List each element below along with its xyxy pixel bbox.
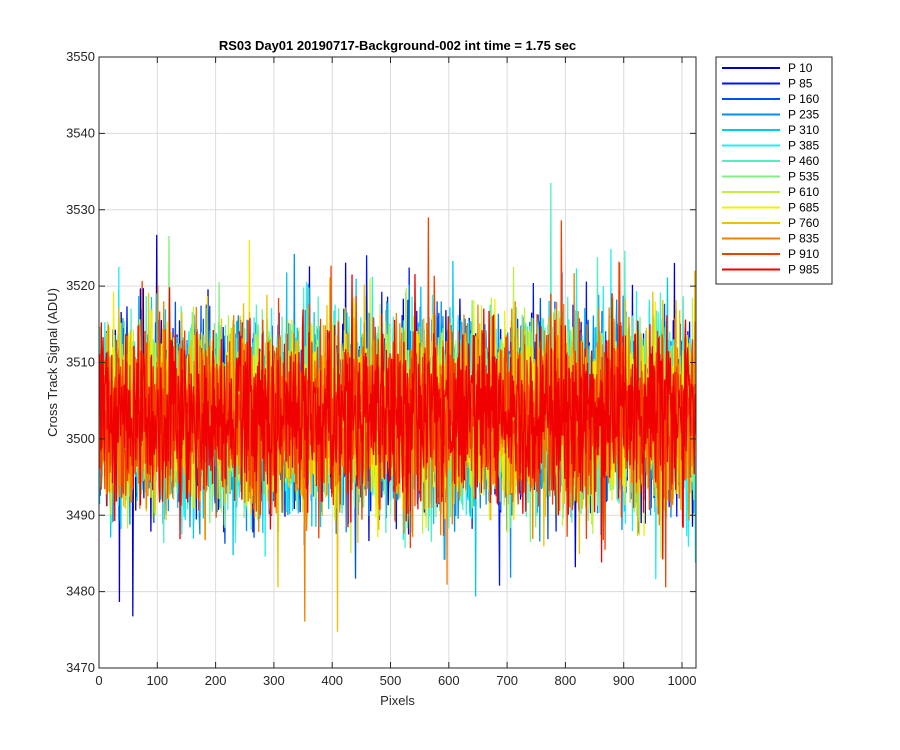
series-layer [99,182,696,632]
y-tick-label: 3550 [66,49,95,64]
y-tick-label: 3500 [66,431,95,446]
y-tick-label: 3480 [66,584,95,599]
x-tick-label: 400 [321,673,343,688]
legend-label: P 835 [788,232,819,246]
y-tick-label: 3540 [66,125,95,140]
chart-title: RS03 Day01 20190717-Background-002 int t… [219,38,576,53]
legend-label: P 610 [788,185,819,199]
legend-label: P 385 [788,139,819,153]
y-tick-label: 3490 [66,507,95,522]
x-tick-label: 300 [263,673,285,688]
legend-label: P 535 [788,170,819,184]
series-line [99,274,696,563]
legend-label: P 460 [788,154,819,168]
legend-box [715,56,833,285]
legend-label: P 310 [788,123,819,137]
x-tick-label: 800 [555,673,577,688]
legend-label: P 10 [788,61,813,75]
y-axis-label: Cross Track Signal (ADU) [45,288,60,437]
y-tick-label: 3510 [66,355,95,370]
legend-label: P 235 [788,108,819,122]
x-tick-label: 0 [95,673,102,688]
legend-label: P 760 [788,216,819,230]
y-tick-label: 3530 [66,202,95,217]
x-tick-label: 600 [438,673,460,688]
legend-label: P 910 [788,247,819,261]
x-axis-label: Pixels [380,693,415,708]
x-tick-label: 200 [205,673,227,688]
x-tick-label: 1000 [668,673,697,688]
x-tick-label: 900 [613,673,635,688]
legend-label: P 85 [788,77,813,91]
legend-label: P 985 [788,263,819,277]
legend-label: P 160 [788,92,819,106]
x-tick-label: 500 [380,673,402,688]
x-tick-label: 100 [146,673,168,688]
y-tick-label: 3470 [66,660,95,675]
tick-layer: 0 100 200 300 400 500 600 700 800 900 1000 3470 3480… [66,49,696,688]
x-tick-label: 700 [496,673,518,688]
legend-label: P 685 [788,201,819,215]
y-tick-label: 3520 [66,278,95,293]
